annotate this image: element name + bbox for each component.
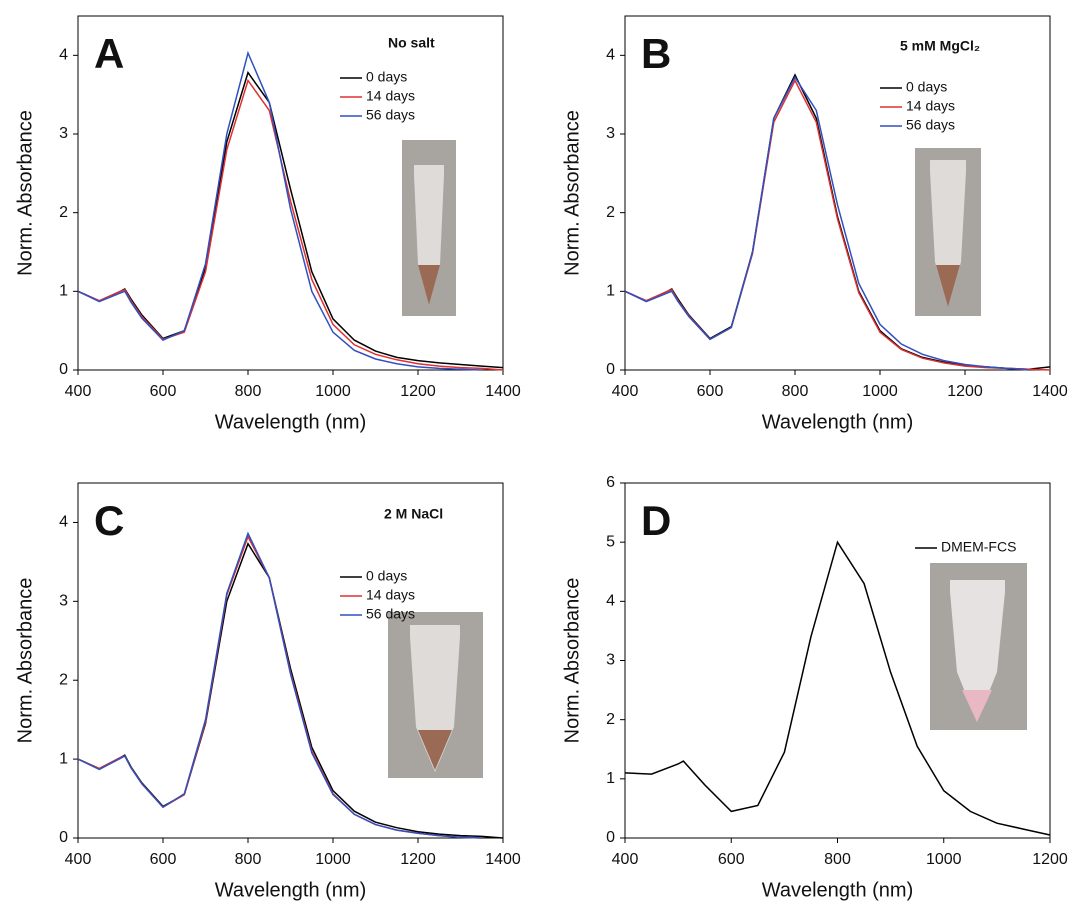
- x-tick-label: 400: [612, 383, 639, 400]
- x-tick-label: 1000: [862, 383, 898, 400]
- x-axis-label: Wavelength (nm): [762, 879, 914, 901]
- panel-label: C: [94, 497, 124, 544]
- y-tick-label: 1: [59, 283, 68, 300]
- series-line: [624, 540, 1051, 836]
- y-axis-label: Norm. Absorbance: [14, 578, 36, 744]
- y-tick-label: 6: [606, 474, 615, 491]
- y-tick-label: 3: [59, 593, 68, 610]
- annotation: No salt: [388, 35, 435, 51]
- x-tick-label: 800: [235, 851, 262, 868]
- legend-label: 0 days: [366, 69, 407, 85]
- x-tick-label: 400: [65, 851, 92, 868]
- y-tick-label: 0: [606, 829, 615, 846]
- x-tick-label: 1400: [485, 383, 521, 400]
- x-tick-label: 1200: [947, 383, 983, 400]
- series-line: [77, 50, 482, 371]
- x-tick-label: 400: [65, 383, 92, 400]
- photo: [388, 612, 483, 778]
- legend-label: 14 days: [366, 88, 415, 104]
- y-tick-label: 1: [59, 750, 68, 767]
- x-tick-label: 1000: [926, 851, 962, 868]
- y-tick-label: 4: [59, 514, 68, 531]
- panel-label: A: [94, 30, 124, 77]
- series-line: [624, 73, 1051, 370]
- x-tick-label: 800: [824, 851, 851, 868]
- y-axis-label: Norm. Absorbance: [14, 110, 36, 276]
- x-tick-label: 800: [782, 383, 809, 400]
- y-axis-label: Norm. Absorbance: [561, 110, 583, 276]
- y-tick-label: 2: [59, 204, 68, 221]
- x-tick-label: 800: [235, 383, 262, 400]
- x-tick-label: 1200: [400, 851, 436, 868]
- annotation: 5 mM MgCl₂: [900, 38, 980, 54]
- y-tick-label: 3: [606, 125, 615, 142]
- y-axis-label: Norm. Absorbance: [561, 578, 583, 744]
- y-tick-label: 5: [606, 533, 615, 550]
- legend-label: 56 days: [906, 117, 955, 133]
- legend-label: 14 days: [366, 587, 415, 603]
- photo: [915, 148, 981, 316]
- y-tick-label: 1: [606, 770, 615, 787]
- legend-label: 0 days: [906, 79, 947, 95]
- panel-label: B: [641, 30, 671, 77]
- legend-label: 56 days: [366, 606, 415, 622]
- y-tick-label: 0: [606, 361, 615, 378]
- y-tick-label: 2: [606, 711, 615, 728]
- x-axis-label: Wavelength (nm): [762, 411, 914, 433]
- legend-label: 0 days: [366, 568, 407, 584]
- x-axis-label: Wavelength (nm): [215, 879, 367, 901]
- series-line: [77, 531, 482, 839]
- x-tick-label: 1400: [485, 851, 521, 868]
- plot-frame: [77, 15, 504, 371]
- x-tick-label: 1200: [400, 383, 436, 400]
- plot-frame: [624, 15, 1051, 371]
- y-tick-label: 2: [59, 671, 68, 688]
- series-line: [624, 75, 1029, 371]
- x-tick-label: 600: [150, 383, 177, 400]
- legend-label: 14 days: [906, 98, 955, 114]
- legend-label: DMEM-FCS: [941, 539, 1016, 555]
- y-tick-label: 3: [59, 125, 68, 142]
- y-tick-label: 4: [606, 593, 615, 610]
- photo: [930, 563, 1027, 730]
- y-tick-label: 4: [59, 47, 68, 64]
- plot-frame: [624, 482, 1051, 839]
- plot-frame: [77, 482, 504, 839]
- x-tick-label: 1000: [315, 851, 351, 868]
- y-tick-label: 0: [59, 829, 68, 846]
- series-line: [624, 78, 1051, 371]
- y-tick-label: 3: [606, 652, 615, 669]
- y-tick-label: 2: [606, 204, 615, 221]
- y-tick-label: 1: [606, 283, 615, 300]
- photo: [402, 140, 456, 316]
- legend-label: 56 days: [366, 107, 415, 123]
- x-axis-label: Wavelength (nm): [215, 411, 367, 433]
- x-tick-label: 1400: [1032, 383, 1068, 400]
- annotation: 2 M NaCl: [384, 506, 443, 522]
- x-tick-label: 600: [697, 383, 724, 400]
- x-tick-label: 600: [718, 851, 745, 868]
- panel-label: D: [641, 497, 671, 544]
- x-tick-label: 1000: [315, 383, 351, 400]
- x-tick-label: 1200: [1032, 851, 1068, 868]
- x-tick-label: 600: [150, 851, 177, 868]
- y-tick-label: 0: [59, 361, 68, 378]
- y-tick-label: 4: [606, 47, 615, 64]
- x-tick-label: 400: [612, 851, 639, 868]
